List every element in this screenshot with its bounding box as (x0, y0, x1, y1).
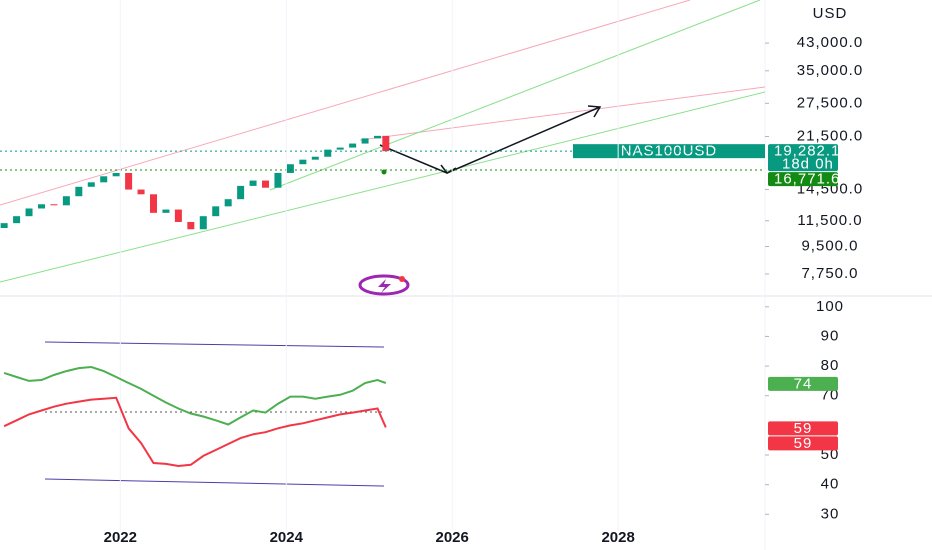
channel-line (44, 478, 385, 487)
arrow-head (587, 105, 602, 118)
candle (212, 206, 220, 217)
y-tick-label: 11,500.0 (797, 212, 862, 229)
price-marker (768, 376, 838, 391)
candle (361, 138, 369, 144)
trend-line (359, 86, 766, 141)
price-marker-label: 74 (794, 375, 813, 392)
candle (25, 208, 33, 217)
candle (62, 196, 70, 206)
candle (336, 147, 344, 150)
x-tick-label: 2026 (436, 529, 469, 546)
y-tick-label: 35,000.0 (797, 62, 863, 79)
indicator-line (3, 365, 387, 426)
candle (311, 156, 319, 160)
candle (112, 172, 120, 177)
candle (237, 185, 245, 200)
price-marker (768, 172, 838, 187)
candle (224, 199, 232, 207)
currency: USD (813, 5, 848, 22)
trend-line (0, 91, 766, 283)
y-tick-label: 90 (821, 327, 840, 344)
candle (249, 180, 257, 186)
candle (382, 135, 390, 152)
candle (374, 135, 382, 139)
candle (174, 209, 182, 222)
arrow-head (440, 164, 457, 174)
indicator-line (3, 396, 387, 468)
y-tick-label: 43,000.0 (797, 34, 863, 51)
candle (137, 189, 145, 195)
price-marker-label: 59 (794, 420, 813, 437)
trend-line (269, 0, 761, 191)
candle (262, 180, 270, 188)
candle (324, 149, 332, 157)
y-tick-label: 70 (821, 387, 840, 404)
candle (37, 204, 45, 209)
candle (299, 159, 307, 165)
candle (349, 143, 357, 148)
y-tick-label: 30 (821, 505, 840, 522)
candle (0, 223, 8, 229)
y-tick-label: 100 (816, 298, 844, 315)
candle (286, 164, 294, 173)
symbol-label: NAS100USD (621, 143, 718, 160)
y-tick-label: 27,500.0 (797, 94, 863, 111)
trend-line (0, 0, 691, 206)
price-marker (768, 421, 838, 436)
candle (87, 182, 95, 187)
candle (274, 172, 282, 188)
projection-arrow (379, 106, 601, 174)
symbol-box (573, 144, 765, 159)
price-marker-label: 16,771.6 (774, 171, 840, 188)
candle (75, 186, 83, 197)
logo-dot (399, 276, 405, 282)
price-marker (768, 144, 838, 172)
y-tick-label: 21,500.0 (797, 127, 863, 144)
point (381, 169, 387, 175)
logo-bolt (378, 279, 391, 293)
candle (125, 172, 133, 190)
annotations (0, 0, 766, 487)
candle (187, 221, 195, 230)
countdown: 18d 0h (782, 156, 834, 173)
logo (358, 274, 410, 296)
candle (13, 216, 21, 224)
y-tick-label: 7,750.0 (801, 265, 858, 282)
channel-line (44, 341, 385, 348)
y-tick-label: 40 (821, 476, 840, 493)
x-tick-label: 2024 (270, 529, 304, 546)
price-marker (768, 436, 838, 451)
price-marker-label: 59 (794, 435, 813, 452)
y-tick-label: 80 (821, 357, 840, 374)
y-tick-label: 9,500.0 (801, 238, 858, 255)
candle (50, 204, 58, 206)
candle (149, 194, 157, 213)
candle (162, 209, 170, 213)
logo-ring (358, 274, 410, 296)
candle (199, 216, 207, 230)
candle (100, 176, 108, 183)
x-tick-label: 2028 (601, 529, 634, 546)
x-tick-label: 2022 (104, 529, 137, 546)
price-marker-label: 19,282.1 (774, 143, 840, 160)
